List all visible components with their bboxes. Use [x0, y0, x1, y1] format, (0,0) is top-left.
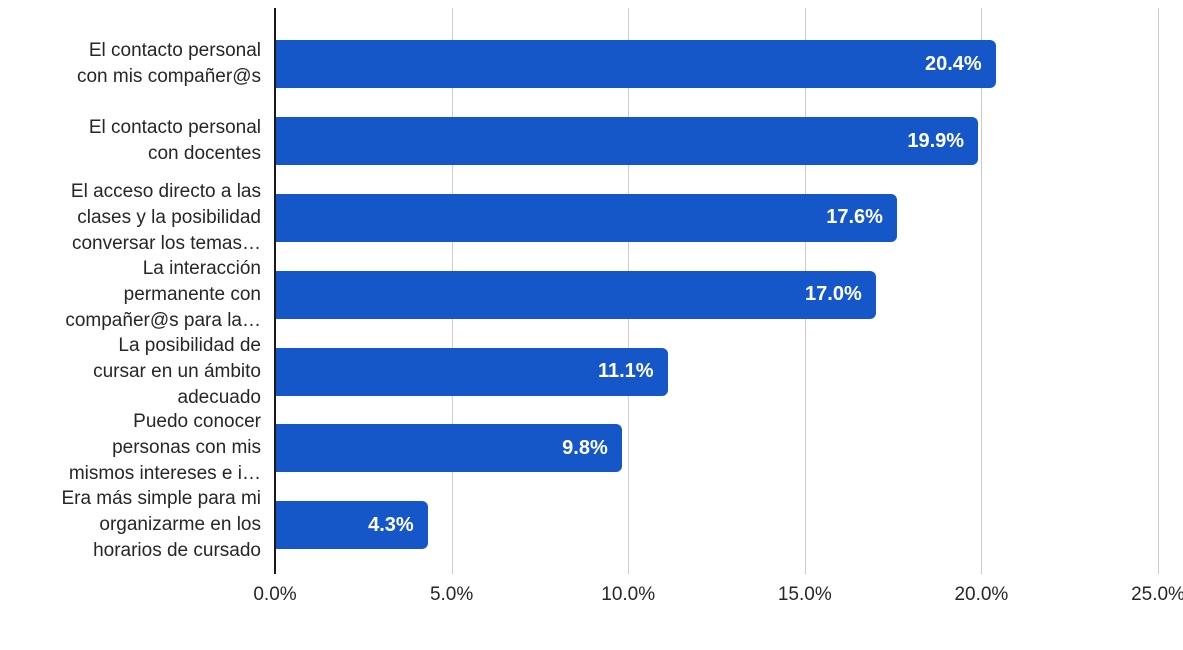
- bar-row: 20.4%: [276, 26, 1158, 103]
- bar: 20.4%: [276, 40, 996, 89]
- bar-row: 19.9%: [276, 103, 1158, 180]
- category-label-line: organizarme en los: [99, 514, 261, 536]
- category-label-line: conversar los temas…: [71, 233, 261, 254]
- bar-value-label: 19.9%: [907, 129, 965, 152]
- bar-row: 9.8%: [276, 410, 1158, 487]
- category-label-line: cursar en un ámbito: [93, 360, 261, 382]
- bar-value-label: 11.1%: [597, 360, 654, 383]
- bars-layer: 20.4% 19.9% 17.6% 17.0% 11.1% 9.8% 4.3%: [276, 26, 1158, 564]
- category-label: La interacción permanente con compañer@s p…: [0, 256, 261, 333]
- x-tick-label: 20.0%: [954, 584, 1009, 605]
- bar: 19.9%: [276, 117, 979, 166]
- category-label-line: Era más simple para mi: [61, 488, 261, 510]
- bar: 9.8%: [276, 424, 622, 473]
- category-label-line: Puedo conocer: [133, 411, 261, 433]
- category-label-line: personas con mis: [112, 437, 261, 459]
- category-label: Era más simple para mi organizarme en los…: [0, 487, 261, 564]
- x-tick-label: 25.0%: [1131, 584, 1183, 605]
- x-tick-label: 0.0%: [253, 584, 297, 605]
- bar: 4.3%: [276, 501, 428, 550]
- category-label: La posibilidad de cursar en un ámbito adec…: [0, 333, 261, 410]
- category-label-line: El contacto personal: [88, 40, 261, 62]
- bar-row: 4.3%: [276, 487, 1158, 564]
- category-label: El acceso directo a las clases y la posib…: [0, 180, 261, 257]
- gridline: [1158, 8, 1159, 574]
- x-axis: 0.0% 5.0% 10.0% 15.0% 20.0% 25.0%: [253, 584, 1183, 610]
- x-tick-label: 5.0%: [429, 584, 474, 605]
- category-label-line: adecuado: [177, 386, 261, 408]
- category-label-line: permanente con: [123, 283, 261, 305]
- gridline: [981, 8, 983, 574]
- bar: 17.6%: [276, 193, 897, 242]
- bar-value-label: 4.3%: [368, 513, 414, 536]
- bar-row: 17.0%: [276, 256, 1158, 333]
- category-label-line: horarios de cursado: [93, 540, 261, 562]
- category-label-line: La posibilidad de: [118, 334, 261, 356]
- category-label-line: con docentes: [147, 143, 261, 165]
- category-label-line: La interacción: [142, 257, 261, 279]
- bar: 11.1%: [276, 347, 668, 396]
- category-label-line: clases y la posibilidad: [77, 207, 261, 228]
- bar-row: 11.1%: [276, 333, 1158, 410]
- y-axis-line: [274, 8, 276, 574]
- bar-value-label: 9.8%: [562, 436, 608, 459]
- category-label-line: compañer@s para la…: [65, 309, 261, 331]
- bar-row: 17.6%: [276, 180, 1158, 257]
- bar-value-label: 17.0%: [805, 283, 862, 306]
- bar-value-label: 17.6%: [826, 206, 883, 229]
- category-axis: El contacto personal con mis compañer@s El…: [0, 26, 261, 564]
- x-tick-label: 10.0%: [601, 584, 656, 605]
- category-label: El contacto personal con mis compañer@s: [0, 26, 261, 103]
- x-tick-label: 15.0%: [777, 584, 832, 605]
- category-label-line: mismos intereses e i…: [68, 463, 261, 485]
- category-label-line: El contacto personal: [88, 117, 261, 139]
- category-label-line: con mis compañer@s: [76, 66, 261, 88]
- bar-value-label: 20.4%: [924, 52, 982, 75]
- bar: 17.0%: [276, 270, 876, 319]
- category-label: Puedo conocer personas con mis mismos inte…: [0, 410, 261, 487]
- category-label: El contacto personal con docentes: [0, 103, 261, 180]
- category-label-line: El acceso directo a las: [70, 181, 261, 202]
